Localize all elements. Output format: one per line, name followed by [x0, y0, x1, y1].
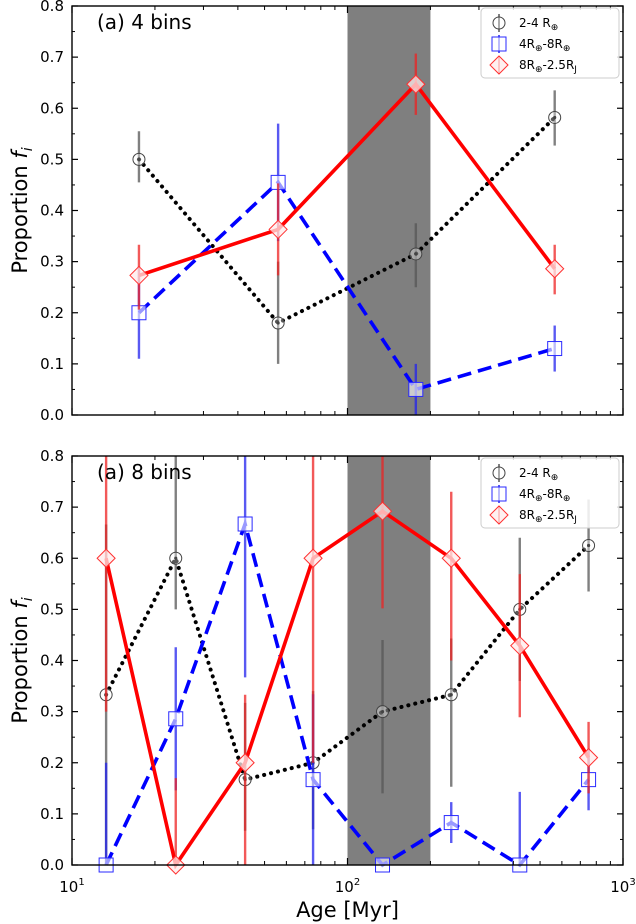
y-tick-label: 0.6: [40, 99, 64, 117]
data-point-center: [449, 693, 453, 697]
series-2: [131, 123, 563, 415]
data-point: [547, 341, 563, 357]
y-tick-label: 0.1: [40, 355, 64, 373]
panel-4-bins: 0.0 0.1 0.2 0.3 0.4 0.5 0.6 0.7 0.8 (a) 4 bins 2-4…: [8, 0, 624, 424]
y-tick-label: 0.6: [40, 549, 64, 567]
y-tick-label: 0.0: [40, 406, 64, 424]
data-point: [235, 753, 255, 773]
data-point: [268, 219, 288, 240]
legend-marker: [492, 466, 506, 480]
x-tick-label: 101: [59, 877, 84, 896]
y-tick-label: 0.5: [40, 150, 64, 168]
data-point-center: [276, 321, 280, 325]
shaded-age-band: [347, 6, 431, 415]
data-point-center: [553, 115, 557, 120]
y-tick-label: 0.3: [40, 703, 64, 721]
data-point-center: [137, 157, 141, 161]
legend-label: 2-4 R⊕: [519, 466, 558, 483]
x-axis-label: Age [Myr]: [296, 898, 399, 922]
data-point: [129, 265, 149, 286]
x-tick-label: 103: [610, 877, 635, 896]
data-point: [96, 548, 116, 568]
data-point: [372, 501, 393, 521]
series-line: [104, 543, 591, 782]
panel-title: (a) 4 bins: [97, 10, 192, 34]
y-tick-label: 0.2: [40, 304, 64, 322]
y-tick-label: 0.4: [40, 202, 64, 220]
series-line: [104, 509, 591, 870]
y-tick-label: 0.8: [40, 0, 64, 15]
legend-label: 2-4 R⊕: [519, 16, 558, 33]
legend-box: [480, 7, 620, 79]
panel-title: (a) 8 bins: [97, 460, 192, 484]
data-point: [441, 548, 461, 568]
y-axis-label: Proportion fi: [8, 147, 36, 273]
y-tick-label: 0.4: [40, 652, 64, 670]
series-1: [132, 90, 562, 364]
data-point: [406, 74, 426, 94]
series-line: [138, 81, 557, 278]
legend-marker: [492, 16, 506, 30]
data-point: [408, 381, 424, 397]
y-tick-label: 0.2: [40, 754, 64, 772]
legend-label: 4R⊕-8R⊕: [519, 487, 570, 504]
data-point: [237, 516, 253, 532]
data-point: [578, 747, 599, 768]
panel-8-bins: 0.0 0.1 0.2 0.3 0.4 0.5 0.6 0.7 0.8 (a) 8 bins 2-4…: [8, 447, 624, 875]
data-point: [443, 815, 459, 831]
y-tick-label: 0.0: [40, 856, 64, 874]
legend-box: [480, 457, 620, 529]
legend-marker: [491, 486, 507, 502]
figure-labels: 101 102 103 Age [Myr]: [59, 877, 635, 922]
legend-label: 8R⊕-2.5RJ: [519, 508, 577, 525]
x-tick-label: 102: [335, 877, 360, 896]
data-point: [303, 548, 323, 568]
series-line: [104, 517, 591, 868]
legend-marker: [489, 505, 509, 525]
data-point: [510, 635, 530, 656]
legend-marker: [491, 36, 507, 52]
legend-marker: [489, 55, 509, 75]
data-point-center: [586, 543, 591, 548]
data-point: [544, 259, 565, 279]
data-point-center: [380, 710, 385, 714]
series-line: [137, 179, 556, 392]
series-3: [96, 456, 599, 875]
data-point: [168, 711, 184, 727]
series-line: [137, 115, 557, 326]
y-tick-label: 0.7: [40, 48, 64, 66]
y-axis-label: Proportion fi: [8, 597, 36, 723]
legend-label: 8R⊕-2.5RJ: [519, 58, 577, 75]
data-point: [305, 772, 321, 788]
y-tick-label: 0.1: [40, 805, 64, 823]
data-point-center: [414, 252, 418, 256]
y-tick-label: 0.8: [40, 447, 64, 465]
y-tick-label: 0.5: [40, 600, 64, 618]
series-3: [129, 53, 565, 310]
legend-label: 4R⊕-8R⊕: [519, 37, 570, 54]
y-tick-label: 0.7: [40, 498, 64, 516]
data-point-center: [174, 556, 178, 560]
y-tick-label: 0.3: [40, 253, 64, 271]
